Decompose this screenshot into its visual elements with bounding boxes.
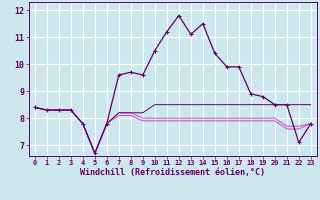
X-axis label: Windchill (Refroidissement éolien,°C): Windchill (Refroidissement éolien,°C) (80, 168, 265, 177)
